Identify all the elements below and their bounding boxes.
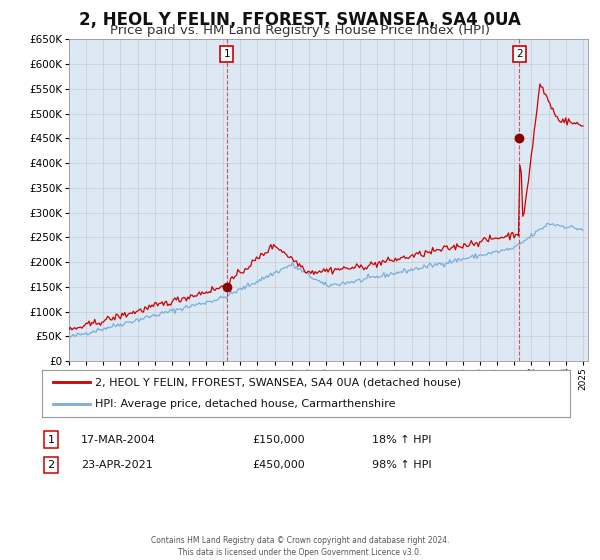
Text: 98% ↑ HPI: 98% ↑ HPI <box>372 460 431 470</box>
Text: Price paid vs. HM Land Registry's House Price Index (HPI): Price paid vs. HM Land Registry's House … <box>110 24 490 36</box>
Text: 18% ↑ HPI: 18% ↑ HPI <box>372 435 431 445</box>
Text: 17-MAR-2004: 17-MAR-2004 <box>81 435 156 445</box>
Text: 23-APR-2021: 23-APR-2021 <box>81 460 153 470</box>
Text: 1: 1 <box>47 435 55 445</box>
Text: 2: 2 <box>47 460 55 470</box>
Text: HPI: Average price, detached house, Carmarthenshire: HPI: Average price, detached house, Carm… <box>95 399 395 409</box>
Text: £150,000: £150,000 <box>252 435 305 445</box>
Text: 2, HEOL Y FELIN, FFOREST, SWANSEA, SA4 0UA: 2, HEOL Y FELIN, FFOREST, SWANSEA, SA4 0… <box>79 11 521 29</box>
Text: 2: 2 <box>516 49 523 59</box>
Text: 2, HEOL Y FELIN, FFOREST, SWANSEA, SA4 0UA (detached house): 2, HEOL Y FELIN, FFOREST, SWANSEA, SA4 0… <box>95 377 461 388</box>
Text: 1: 1 <box>223 49 230 59</box>
Text: £450,000: £450,000 <box>252 460 305 470</box>
Text: Contains HM Land Registry data © Crown copyright and database right 2024.
This d: Contains HM Land Registry data © Crown c… <box>151 536 449 557</box>
